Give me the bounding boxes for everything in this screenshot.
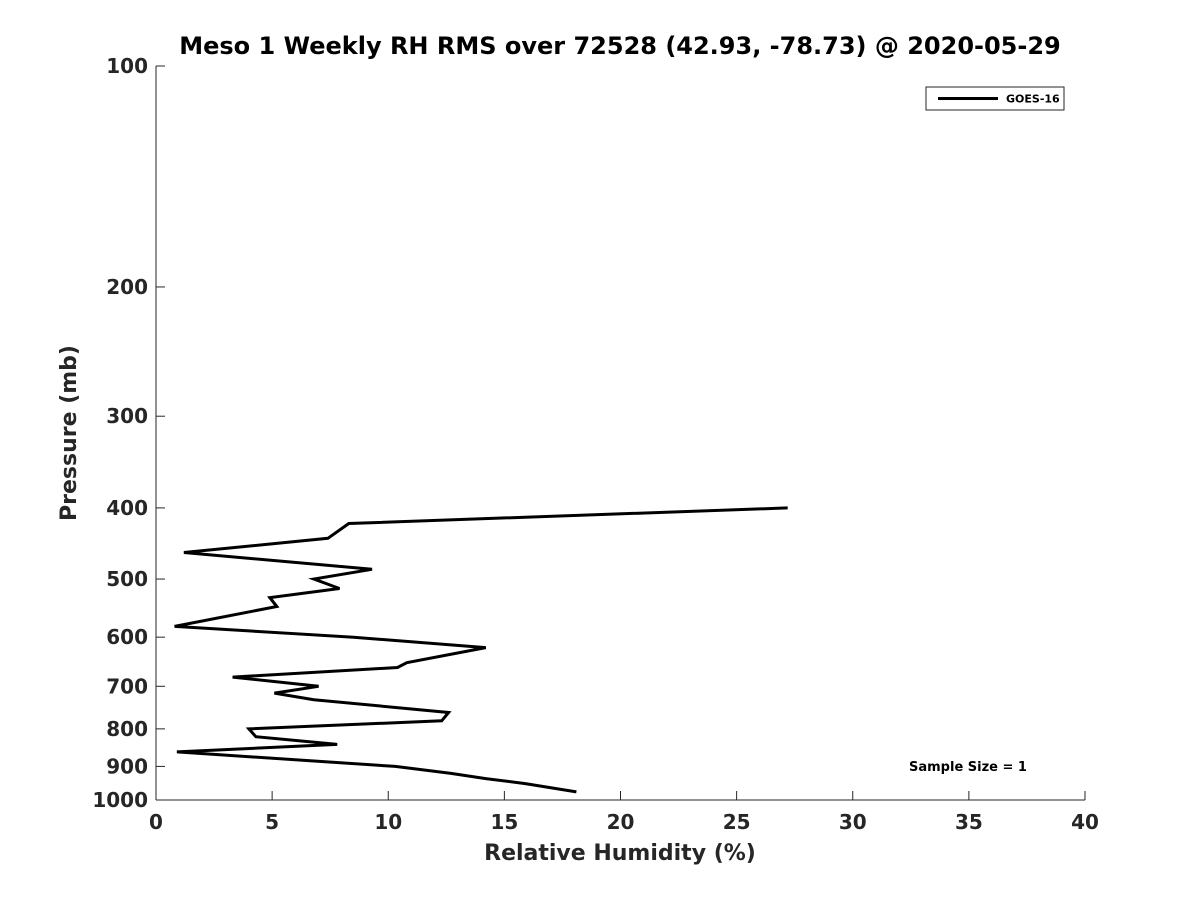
sample-size-annotation: Sample Size = 1 [909, 760, 1027, 775]
series-layer [174, 506, 788, 794]
y-tick-label: 500 [106, 567, 148, 591]
y-axis-label: Pressure (mb) [57, 345, 82, 521]
y-tick-label: 700 [106, 674, 148, 698]
x-tick-label: 15 [490, 810, 518, 834]
x-tick-label: 35 [955, 810, 983, 834]
chart-title: Meso 1 Weekly RH RMS over 72528 (42.93, … [179, 32, 1061, 60]
y-tick-label: 900 [106, 754, 148, 778]
legend: GOES-16 [925, 86, 1065, 111]
x-axis-label: Relative Humidity (%) [484, 841, 756, 866]
y-tick-label: 200 [106, 275, 148, 299]
y-tick-label: 300 [106, 404, 148, 428]
x-tick-label: 20 [607, 810, 635, 834]
x-tick-label: 40 [1071, 810, 1099, 834]
x-tick-label: 30 [839, 810, 867, 834]
y-tick-label: 100 [106, 54, 148, 78]
x-axis-ticks: 0 5 10 15 20 25 30 35 40 [149, 791, 1099, 834]
y-axis-ticks: 100 200 300 400 500 600 700 800 900 1000 [92, 54, 165, 812]
y-tick-label: 400 [106, 496, 148, 520]
x-tick-label: 5 [265, 810, 279, 834]
x-tick-label: 0 [149, 810, 163, 834]
series-line-goes-16 [174, 506, 788, 794]
x-tick-label: 10 [374, 810, 402, 834]
x-tick-label: 25 [723, 810, 751, 834]
y-tick-label: 1000 [92, 788, 148, 812]
legend-entry-label: GOES-16 [1006, 93, 1060, 106]
y-tick-label: 600 [106, 625, 148, 649]
y-tick-label: 800 [106, 717, 148, 741]
